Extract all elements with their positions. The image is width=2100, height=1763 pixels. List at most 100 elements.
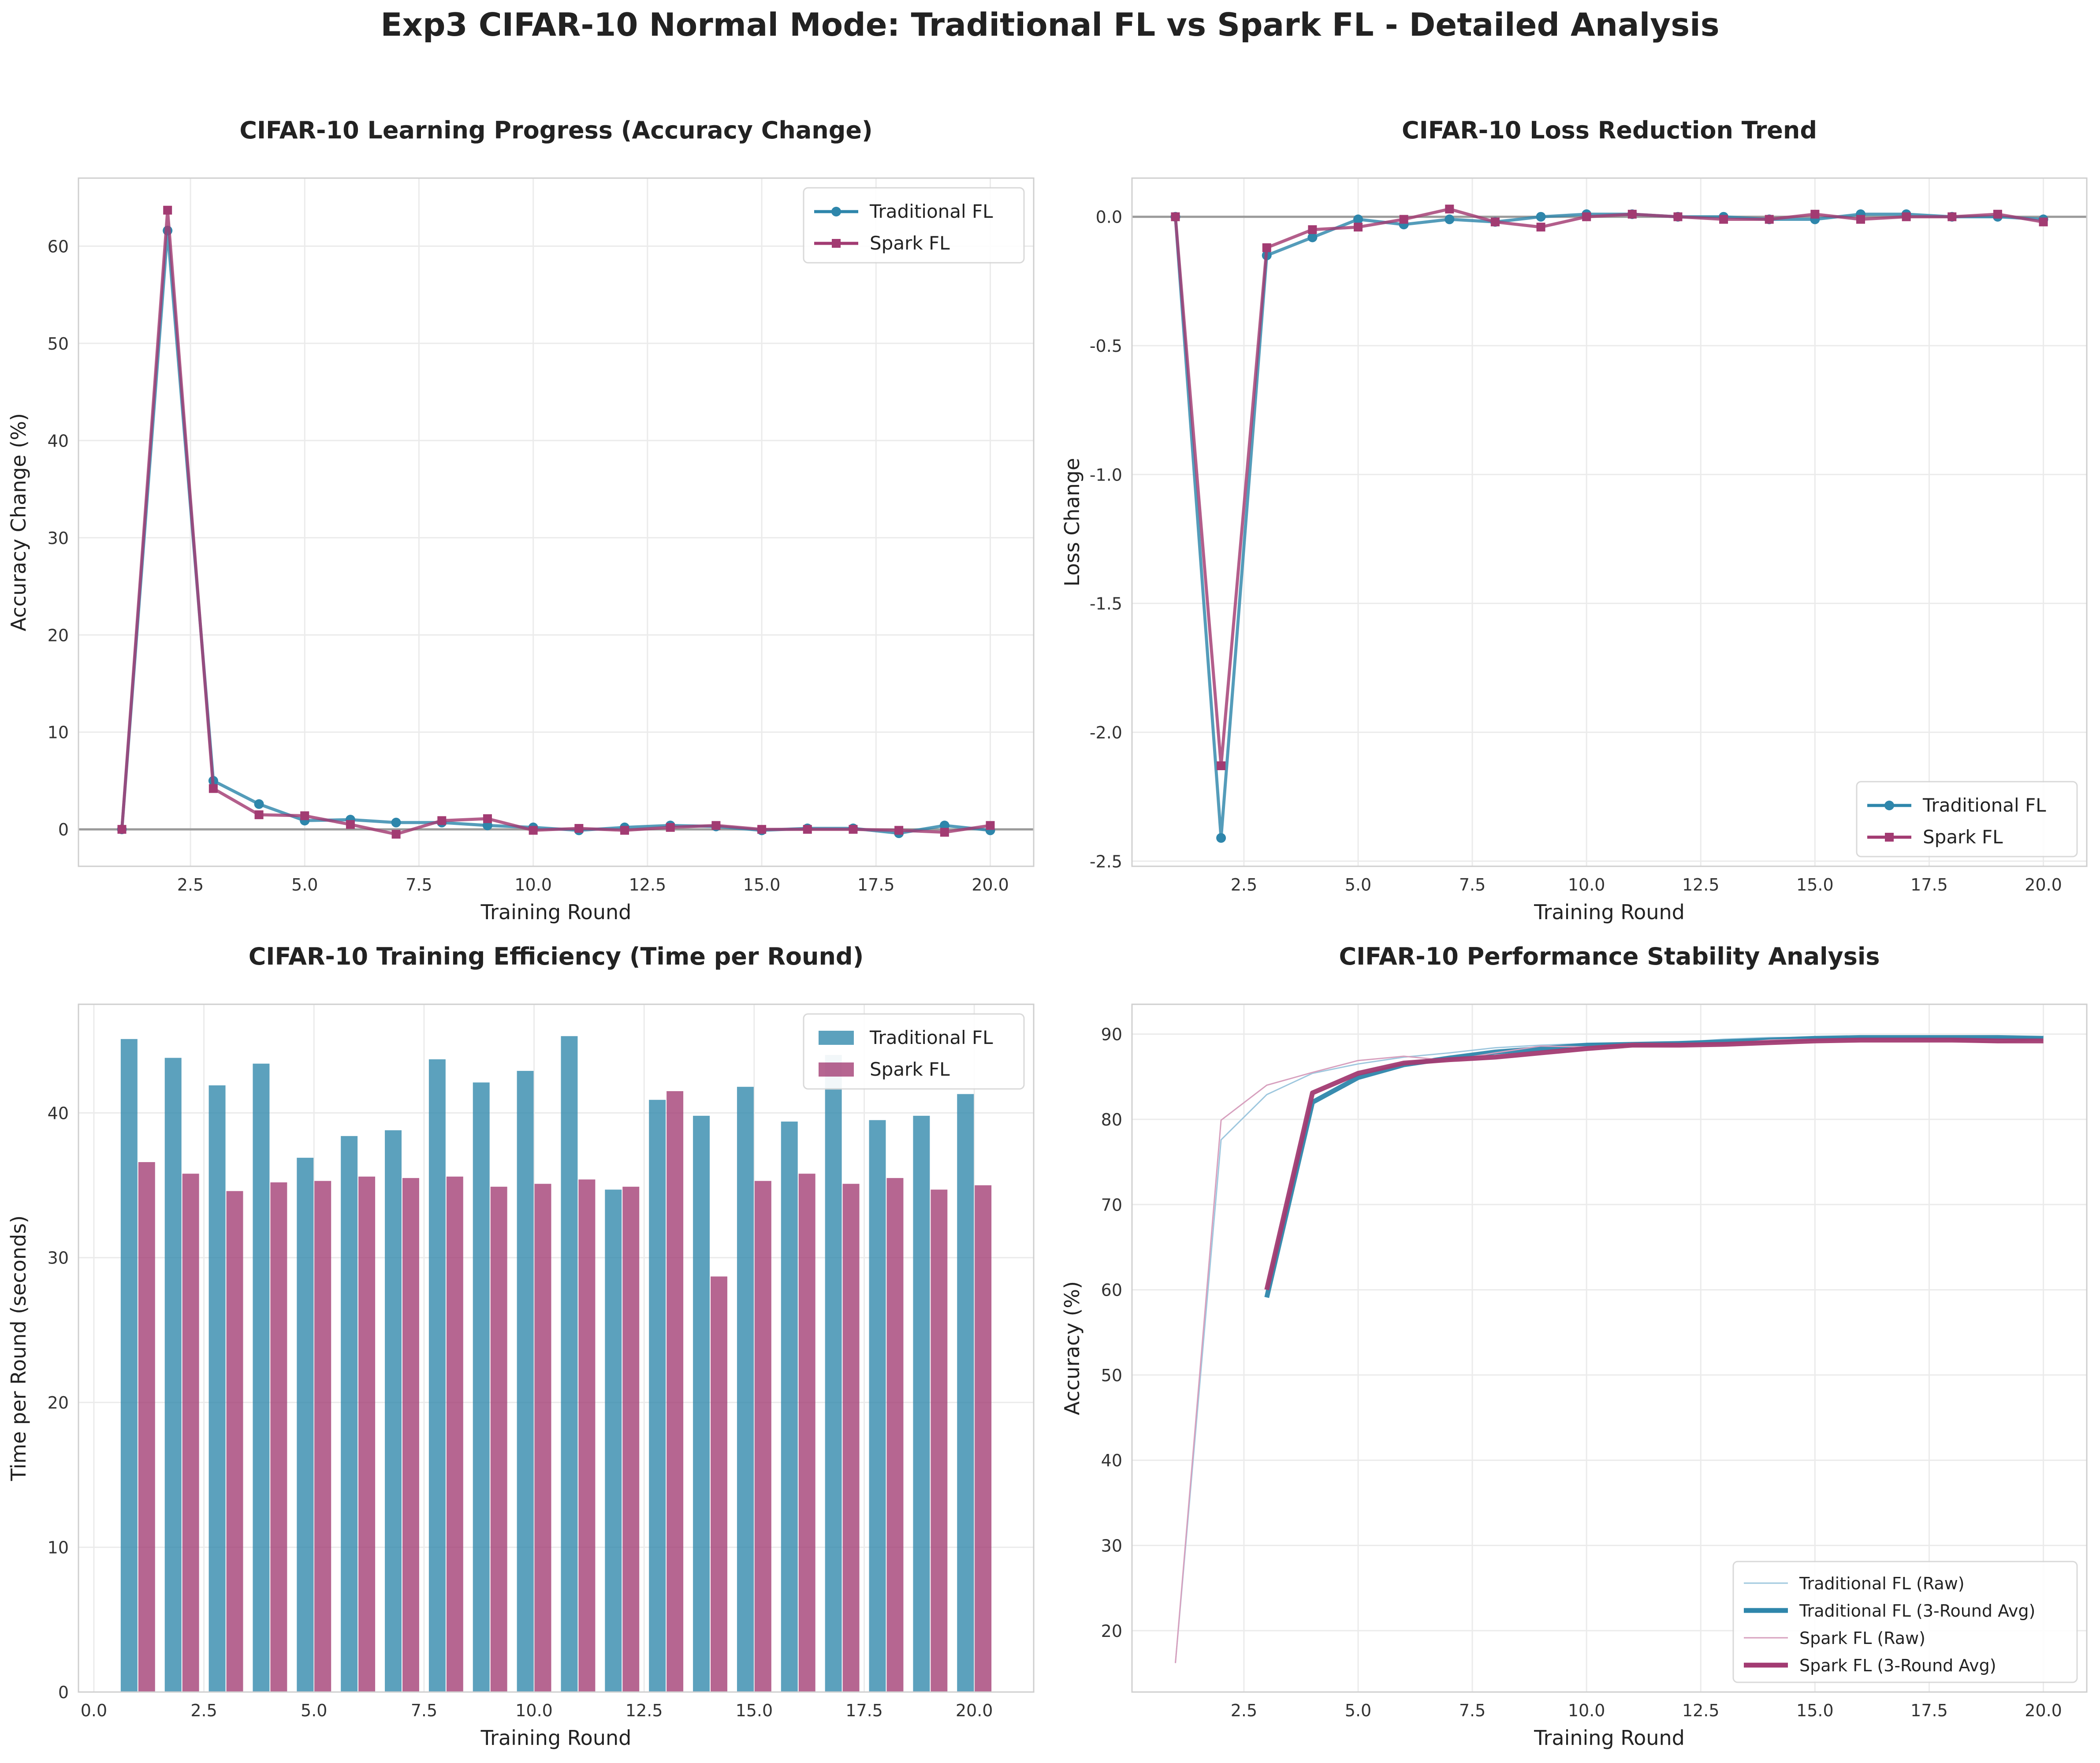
traditional-fl-point-round-2 [1216,833,1226,843]
traditional-bar-round-18 [869,1120,886,1692]
y-tick-label: 80 [1101,1110,1122,1129]
x-axis-label: Training Round [1534,900,1685,924]
spark-bar-round-18 [886,1178,904,1692]
y-axis-label: Loss Change [1060,458,1084,587]
traditional-bar-round-1 [120,1039,138,1692]
traditional-fl-point-round-4 [1307,232,1318,242]
traditional-bar-round-20 [957,1094,974,1692]
x-tick-label: 17.5 [845,1701,883,1720]
legend: Traditional FL Spark FL [803,187,1025,264]
x-tick-label: 12.5 [1682,1701,1720,1720]
legend-label: Spark FL [870,232,950,254]
y-tick-label: 40 [48,431,69,451]
spark-fl-point-round-4 [1308,225,1317,234]
x-tick-label: 2.5 [190,1701,217,1720]
y-tick-label: 50 [48,334,69,354]
y-tick-label: 20 [48,1393,69,1413]
spark-fl-point-round-10 [529,826,538,835]
x-tick-label: 5.0 [291,875,318,895]
spark-bar-round-20 [975,1185,992,1692]
plot-frame [78,177,1035,867]
spark-bar-round-9 [490,1186,507,1692]
plot-area [1132,178,2087,866]
y-axis-label: Time per Round (seconds) [7,1215,30,1481]
legend-entry: Traditional FL [819,1027,993,1048]
plot-frame [1131,177,2088,867]
traditional-bar-round-17 [825,1055,842,1692]
y-tick-label: 90 [1101,1025,1122,1044]
spark-fl-point-round-18 [1947,212,1957,221]
x-tick-label: 7.5 [1459,1701,1486,1720]
legend-entry: Traditional FL (Raw) [1744,1574,1965,1593]
spark-fl-point-round-9 [483,814,492,823]
spark-bar-round-15 [754,1181,771,1692]
figure-title: Exp3 CIFAR-10 Normal Mode: Traditional F… [380,6,1720,43]
spark-fl-point-round-18 [894,826,904,835]
spark-bar-round-10 [534,1184,551,1692]
x-tick-label: 10.0 [514,875,552,895]
spark-fl-point-round-7 [1445,205,1454,214]
legend-label: Traditional FL (3-Round Avg) [1799,1601,2035,1621]
spark-fl-series-line [120,209,991,836]
legend: Traditional FL Spark FL [1856,781,2078,857]
y-tick-label: 40 [1101,1451,1122,1470]
spark-fl-point-round-13 [1719,215,1728,224]
spark-fl-point-round-3 [209,784,218,793]
spark-bar-round-13 [666,1091,684,1692]
y-tick-label: 60 [48,237,69,256]
x-tick-label: 5.0 [301,1701,327,1720]
traditional-fl-point-round-7 [1445,214,1455,224]
spark-bar-round-16 [798,1174,815,1692]
x-tick-label: 20.0 [2025,875,2062,895]
spark-fl-point-round-15 [757,825,767,834]
x-tick-label: 15.0 [1796,875,1834,895]
x-tick-label: 17.5 [857,875,895,895]
x-tick-label: 20.0 [972,875,1009,895]
y-axis-label: Accuracy (%) [1060,1281,1084,1415]
legend-box [1856,781,2078,857]
legend-label: Traditional FL [869,201,993,222]
spark-bar-round-12 [622,1186,640,1692]
spark-bar-round-11 [578,1179,596,1692]
legend-entry: Traditional FL [814,201,993,222]
spark-fl-point-round-17 [1902,212,1911,221]
spark-fl-point-round-20 [2039,217,2048,227]
spark-fl-point-round-11 [1627,209,1637,219]
legend-box [803,187,1025,264]
spark-fl-point-round-12 [1673,212,1683,221]
y-tick-label: 60 [1101,1281,1122,1300]
chart-panel-4: 2.5 5.0 7.5 10.0 12.5 15.0 17.5 20.0 20 30 40 50 60 7… [1060,943,2088,1750]
legend-label: Traditional FL [1922,794,2046,816]
x-tick-label: 7.5 [1459,875,1486,895]
legend-entry: Spark FL (Raw) [1744,1629,1925,1648]
x-tick-label: 5.0 [1345,1701,1371,1720]
legend-entry: Spark FL [819,1059,950,1080]
x-tick-label: 12.5 [629,875,666,895]
traditional-bar-round-5 [297,1158,314,1692]
y-tick-label: 10 [48,723,69,742]
legend-entry: Spark FL [814,232,950,254]
spark-bar-round-8 [446,1176,463,1692]
x-tick-label: 2.5 [1231,1701,1257,1720]
y-tick-label: 70 [1101,1195,1122,1215]
legend-marker [832,239,841,248]
spark-fl-point-round-16 [1856,215,1865,224]
x-axis-label: Training Round [1534,1726,1685,1750]
legend-box [1732,1561,2078,1683]
y-axis-label: Accuracy Change (%) [7,413,30,631]
legend-entry: Traditional FL [1867,794,2046,816]
x-tick-label: 10.0 [1568,875,1605,895]
panel-title: CIFAR-10 Loss Reduction Trend [1402,116,1817,144]
x-axis-label: Training Round [480,1726,632,1750]
spark-fl-point-round-14 [711,821,721,830]
traditional-fl-point-round-4 [254,799,264,809]
spark-fl-point-round-6 [1399,215,1408,224]
y-tick-label: -0.5 [1090,336,1122,356]
legend-swatch [819,1062,854,1077]
legend-marker [1885,833,1894,842]
legend-marker [831,207,841,216]
legend: Traditional FL (Raw) Traditional FL (3-Ro… [1732,1561,2078,1683]
legend: Traditional FL Spark FL [803,1013,1025,1090]
